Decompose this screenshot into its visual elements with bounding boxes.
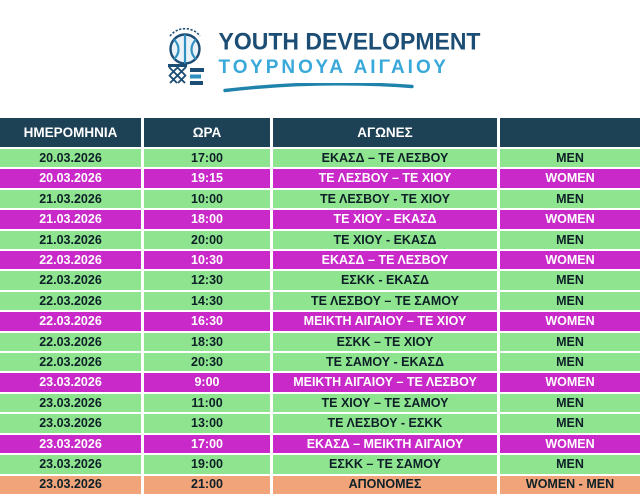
time-cell: 10:00 [144,189,270,209]
table-row: 23.03.2026 11:00 ΤΕ ΧΙΟΥ – ΤΕ ΣΑΜΟΥ MEN [0,393,640,413]
match-cell: ΕΣΚΚ – ΤΕ ΣΑΜΟΥ [273,455,497,474]
match-cell: ΤΕ ΧΙΟΥ – ΤΕ ΣΑΜΟΥ [273,393,497,413]
basketball-net-icon [160,28,210,86]
category-cell: MEN [500,353,640,372]
time-cell: 21:00 [144,475,270,494]
logo-text: YOUTH DEVELOPMENT ΤΟΥΡΝΟΥΑ ΑΙΓΑΙΟΥ [218,27,481,98]
category-cell: MEN [500,189,640,209]
date-cell: 23.03.2026 [0,455,141,474]
table-row: 23.03.2026 9:00 ΜΕΙΚΤΗ ΑΙΓΑΙΟΥ – ΤΕ ΛΕΣΒΟΥ… [0,373,640,392]
match-cell: ΤΕ ΧΙΟΥ - ΕΚΑΣΔ [273,210,497,229]
category-cell: MEN [500,332,640,352]
match-cell: ΤΕ ΣΑΜΟΥ - ΕΚΑΣΔ [273,353,497,372]
category-cell: MEN [500,230,640,250]
logo-title: YOUTH DEVELOPMENT [218,27,481,55]
date-cell: 22.03.2026 [0,271,141,290]
category-cell: MEN [500,414,640,433]
date-cell: 23.03.2026 [0,414,141,433]
match-cell: ΤΕ ΧΙΟΥ - ΕΚΑΣΔ [273,230,497,250]
table-row: 23.03.2026 13:00 ΤΕ ΛΕΣΒΟΥ - ΕΣΚΚ MEN [0,414,640,433]
match-cell: ΤΕ ΛΕΣΒΟΥ – ΤΕ ΣΑΜΟΥ [273,291,497,311]
match-cell: ΤΕ ΛΕΣΒΟΥ - ΤΕ ΧΙΟΥ [273,189,497,209]
time-cell: 10:30 [144,251,270,270]
time-cell: 9:00 [144,373,270,392]
header-date: ΗΜΕΡΟΜΗΝΙΑ [0,118,141,147]
time-cell: 12:30 [144,271,270,290]
date-cell: 22.03.2026 [0,291,141,311]
table-row: 20.03.2026 19:15 ΤΕ ΛΕΣΒΟΥ – ΤΕ ΧΙΟΥ WOMEN [0,169,640,188]
category-cell: WOMEN [500,251,640,270]
table-row: 23.03.2026 19:00 ΕΣΚΚ – ΤΕ ΣΑΜΟΥ MEN [0,455,640,474]
time-cell: 11:00 [144,393,270,413]
date-cell: 23.03.2026 [0,475,141,494]
table-row: 21.03.2026 10:00 ΤΕ ΛΕΣΒΟΥ - ΤΕ ΧΙΟΥ MEN [0,189,640,209]
table-row: 22.03.2026 14:30 ΤΕ ΛΕΣΒΟΥ – ΤΕ ΣΑΜΟΥ MEN [0,291,640,311]
match-cell: ΕΚΑΣΔ – ΤΕ ΛΕΣΒΟΥ [273,149,497,168]
category-cell: MEN [500,393,640,413]
date-cell: 23.03.2026 [0,393,141,413]
table-row: 22.03.2026 18:30 ΕΣΚΚ – ΤΕ ΧΙΟΥ MEN [0,332,640,352]
category-cell: WOMEN [500,169,640,188]
category-cell: WOMEN [500,373,640,392]
header-time: ΩΡΑ [144,118,270,147]
time-cell: 20:00 [144,230,270,250]
match-cell: ΕΚΑΣΔ – ΤΕ ΛΕΣΒΟΥ [273,251,497,270]
date-cell: 22.03.2026 [0,332,141,352]
date-cell: 21.03.2026 [0,189,141,209]
date-cell: 22.03.2026 [0,312,141,331]
time-cell: 16:30 [144,312,270,331]
date-cell: 22.03.2026 [0,251,141,270]
match-cell: ΑΠΟΝΟΜΕΣ [273,475,497,494]
time-cell: 19:15 [144,169,270,188]
time-cell: 17:00 [144,434,270,454]
date-cell: 23.03.2026 [0,434,141,454]
table-row: 21.03.2026 18:00 ΤΕ ΧΙΟΥ - ΕΚΑΣΔ WOMEN [0,210,640,229]
table-row: 21.03.2026 20:00 ΤΕ ΧΙΟΥ - ΕΚΑΣΔ MEN [0,230,640,250]
match-cell: ΕΣΚΚ - ΕΚΑΣΔ [273,271,497,290]
category-cell: MEN [500,455,640,474]
date-cell: 21.03.2026 [0,230,141,250]
category-cell: MEN [500,291,640,311]
table-row: 23.03.2026 21:00 ΑΠΟΝΟΜΕΣ WOMEN - MEN [0,475,640,494]
match-cell: ΕΚΑΣΔ – ΜΕΙΚΤΗ ΑΙΓΑΙΟΥ [273,434,497,454]
table-row: 22.03.2026 10:30 ΕΚΑΣΔ – ΤΕ ΛΕΣΒΟΥ WOMEN [0,251,640,270]
header-category [500,118,640,147]
time-cell: 14:30 [144,291,270,311]
date-cell: 21.03.2026 [0,210,141,229]
date-cell: 22.03.2026 [0,353,141,372]
logo-swoosh-underline [221,80,416,98]
time-cell: 19:00 [144,455,270,474]
category-cell: WOMEN [500,434,640,454]
logo-subtitle: ΤΟΥΡΝΟΥΑ ΑΙΓΑΙΟΥ [218,57,449,78]
table-row: 22.03.2026 12:30 ΕΣΚΚ - ΕΚΑΣΔ MEN [0,271,640,290]
table-row: 20.03.2026 17:00 ΕΚΑΣΔ – ΤΕ ΛΕΣΒΟΥ MEN [0,149,640,168]
category-cell: MEN [500,149,640,168]
tournament-logo: YOUTH DEVELOPMENT ΤΟΥΡΝΟΥΑ ΑΙΓΑΙΟΥ [0,28,640,98]
time-cell: 18:30 [144,332,270,352]
time-cell: 18:00 [144,210,270,229]
match-cell: ΤΕ ΛΕΣΒΟΥ – ΤΕ ΧΙΟΥ [273,169,497,188]
table-row: 23.03.2026 17:00 ΕΚΑΣΔ – ΜΕΙΚΤΗ ΑΙΓΑΙΟΥ WOM… [0,434,640,454]
header-matches: ΑΓΩΝΕΣ [273,118,497,147]
match-cell: ΕΣΚΚ – ΤΕ ΧΙΟΥ [273,332,497,352]
category-cell: MEN [500,271,640,290]
schedule-table: ΗΜΕΡΟΜΗΝΙΑ ΩΡΑ ΑΓΩΝΕΣ 20.03.2026 17:00 ΕΚΑ… [0,118,640,494]
match-cell: ΜΕΙΚΤΗ ΑΙΓΑΙΟΥ – ΤΕ ΧΙΟΥ [273,312,497,331]
match-cell: ΜΕΙΚΤΗ ΑΙΓΑΙΟΥ – ΤΕ ΛΕΣΒΟΥ [273,373,497,392]
time-cell: 13:00 [144,414,270,433]
category-cell: WOMEN [500,210,640,229]
time-cell: 20:30 [144,353,270,372]
category-cell: WOMEN - MEN [500,475,640,494]
table-header-row: ΗΜΕΡΟΜΗΝΙΑ ΩΡΑ ΑΓΩΝΕΣ [0,118,640,147]
date-cell: 20.03.2026 [0,169,141,188]
time-cell: 17:00 [144,149,270,168]
date-cell: 20.03.2026 [0,149,141,168]
table-row: 22.03.2026 20:30 ΤΕ ΣΑΜΟΥ - ΕΚΑΣΔ MEN [0,353,640,372]
table-row: 22.03.2026 16:30 ΜΕΙΚΤΗ ΑΙΓΑΙΟΥ – ΤΕ ΧΙΟΥ W… [0,312,640,331]
date-cell: 23.03.2026 [0,373,141,392]
category-cell: WOMEN [500,312,640,331]
match-cell: ΤΕ ΛΕΣΒΟΥ - ΕΣΚΚ [273,414,497,433]
